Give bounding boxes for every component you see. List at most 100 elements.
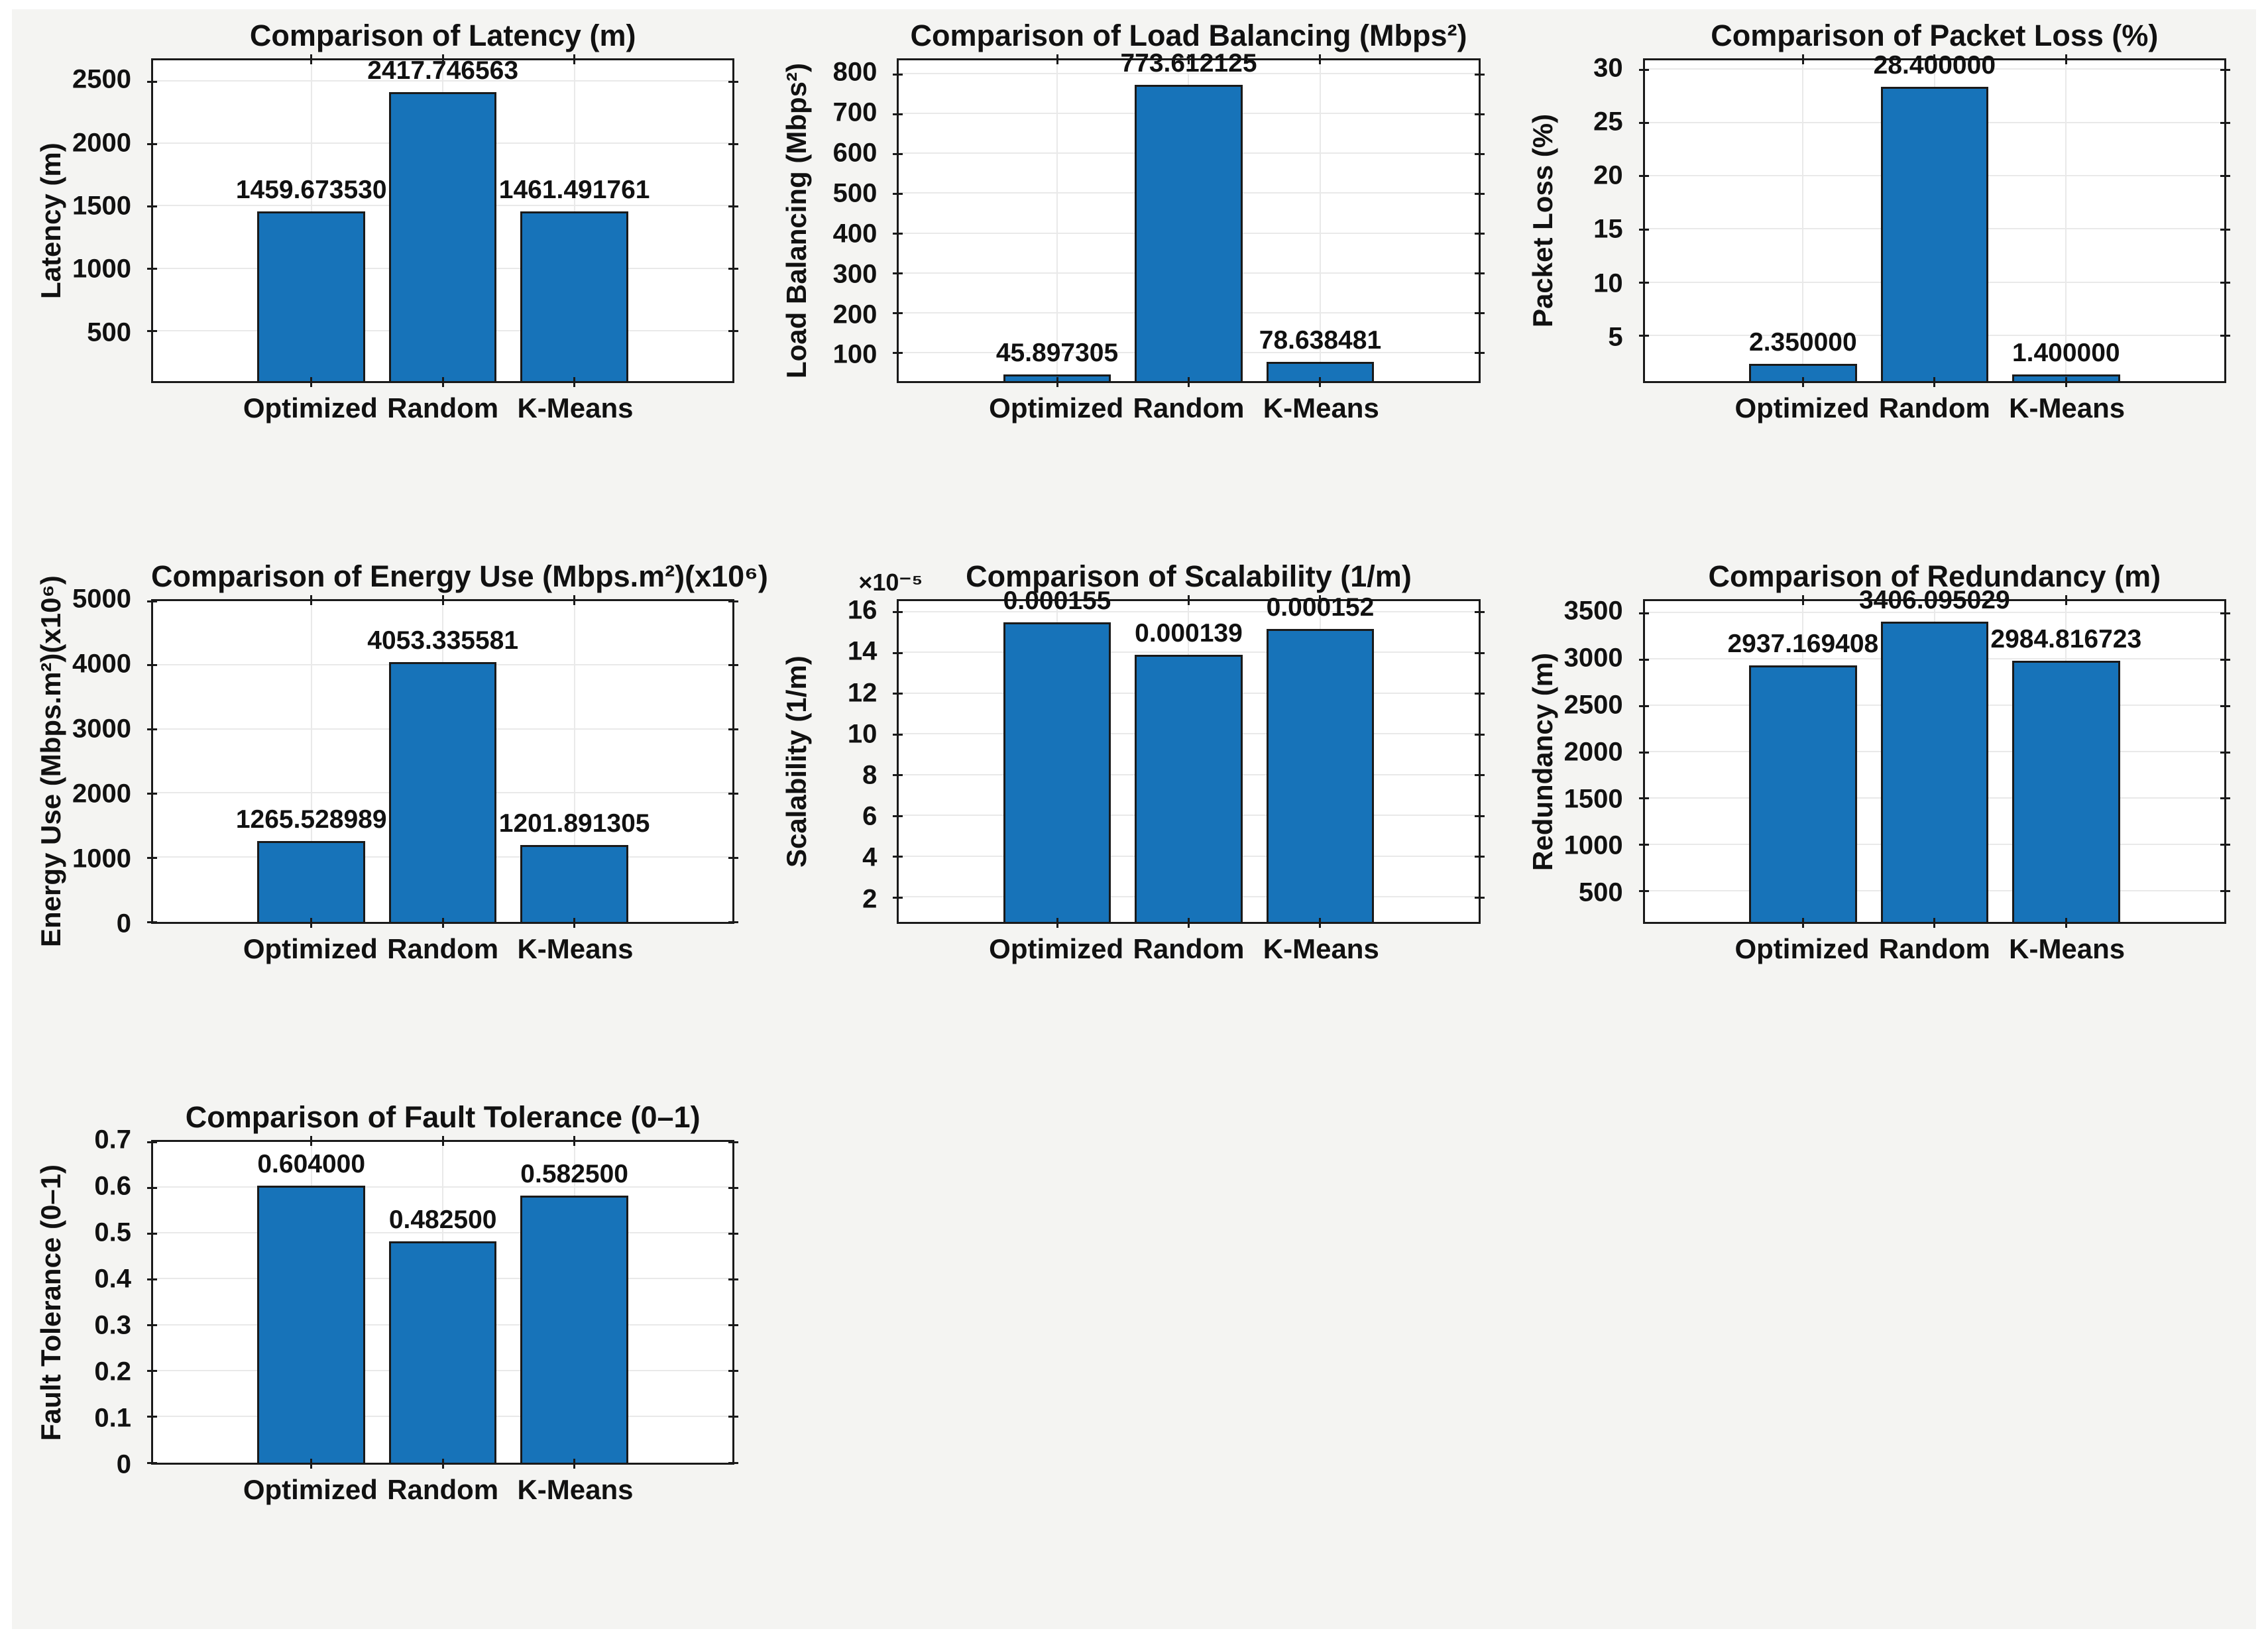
y-tick-mark (1638, 335, 1649, 337)
y-tick-label: 10 (847, 719, 878, 749)
x-tick-mark (1056, 595, 1058, 605)
plot-area: 1265.528989 4053.335581 1201.891305 (147, 595, 739, 928)
y-tick-mark (2220, 890, 2230, 893)
x-tick-mark (573, 377, 576, 387)
y-tick-mark (1474, 733, 1485, 736)
y-tick-label: 3000 (72, 714, 131, 744)
y-tick-label: 1500 (1563, 784, 1623, 814)
bar-value-label: 2.350000 (1749, 328, 1857, 357)
y-tick-mark (893, 113, 903, 115)
y-tick-mark (1474, 152, 1485, 155)
y-tick-mark (147, 856, 157, 859)
chart-load-balancing: Comparison of Load Balancing (Mbps²) Loa… (771, 12, 1497, 541)
y-tick-label: 600 (832, 138, 878, 168)
y-tick-label: 1000 (72, 844, 131, 874)
x-tick-mark (310, 1136, 313, 1146)
y-tick-label: 500 (87, 317, 131, 347)
y-tick-label: 2500 (1563, 690, 1623, 720)
y-tick-mark (147, 330, 157, 333)
y-tick-mark (2220, 705, 2230, 707)
x-tick-label: Random (387, 392, 499, 423)
bar-random (388, 1241, 497, 1463)
plot-area: 0.000155 0.000139 0.000152 (893, 587, 1485, 928)
x-gridline (2065, 60, 2067, 381)
y-tick-label: 0.6 (94, 1171, 131, 1201)
y-tick-mark (728, 856, 739, 859)
y-tick-mark (147, 1232, 157, 1235)
y-tick-mark (147, 80, 157, 83)
y-tick-label: 200 (832, 300, 878, 329)
bar-optimized (257, 1186, 365, 1463)
y-tick-mark (1638, 658, 1649, 661)
y-tick-mark (147, 1324, 157, 1327)
x-tick-label: Optimized (1734, 392, 1870, 423)
chart-title: Comparison of Scalability (1/m) (966, 559, 1412, 593)
y-tick-mark (1638, 705, 1649, 707)
x-tick-mark (1187, 595, 1190, 605)
x-tick-label: Random (1878, 392, 1990, 423)
x-tick-mark (1187, 54, 1190, 64)
x-tick-mark (310, 1459, 313, 1469)
y-tick-mark (1638, 228, 1649, 231)
y-tick-label: 700 (832, 97, 878, 127)
bar-random (1880, 87, 1989, 381)
x-tick-label: Random (387, 933, 499, 964)
bar-k-means (520, 1196, 628, 1463)
x-tick-label: Random (1133, 933, 1245, 964)
x-tick-mark (1319, 595, 1322, 605)
x-tick-label: Random (387, 1474, 499, 1505)
chart-latency: Comparison of Latency (m) Latency (m) 50… (25, 12, 751, 541)
y-tick-label: 300 (832, 259, 878, 289)
y-tick-label: 0.1 (94, 1403, 131, 1433)
x-tick-label: K-Means (1263, 392, 1379, 423)
y-tick-label: 14 (847, 636, 878, 666)
x-tick-label: Random (1133, 392, 1245, 423)
bar-optimized (257, 211, 365, 381)
x-tick-label: K-Means (517, 1474, 634, 1505)
bar-value-label: 0.582500 (520, 1160, 628, 1189)
y-tick-mark (2220, 751, 2230, 754)
x-tick-label: Optimized (243, 1474, 378, 1505)
y-tick-mark (728, 1416, 739, 1418)
y-tick-mark (2220, 658, 2230, 661)
y-tick-label: 1500 (72, 191, 131, 221)
chart-energy-use: Comparison of Energy Use (Mbps.m²)(x10⁶)… (25, 553, 768, 1082)
y-tick-mark (728, 600, 739, 602)
y-axis-tick-labels: 0 0.1 0.2 0.3 0.4 0.5 0.6 0.7 (25, 1125, 142, 1479)
y-tick-mark (893, 733, 903, 736)
x-tick-mark (310, 595, 313, 605)
x-tick-mark (1056, 918, 1058, 928)
x-axis-tick-labels: Optimized Random K-Means (151, 386, 734, 425)
y-tick-mark (147, 268, 157, 270)
charts-grid: Comparison of Latency (m) Latency (m) 50… (25, 12, 2243, 1622)
y-tick-mark (728, 1461, 739, 1464)
bar-k-means (1266, 628, 1375, 922)
x-tick-mark (1801, 54, 1804, 64)
y-tick-mark (147, 921, 157, 923)
bar-value-label: 0.604000 (257, 1150, 366, 1179)
figure-canvas: Comparison of Latency (m) Latency (m) 50… (12, 9, 2256, 1629)
y-tick-mark (728, 1278, 739, 1280)
y-tick-label: 2000 (1563, 737, 1623, 767)
y-tick-mark (728, 1141, 739, 1143)
y-tick-mark (2220, 228, 2230, 231)
x-tick-mark (441, 377, 444, 387)
y-tick-mark (1474, 896, 1485, 899)
bar-value-label: 0.000139 (1135, 619, 1243, 648)
y-tick-label: 500 (832, 178, 878, 208)
y-tick-label: 4 (862, 842, 878, 872)
x-tick-mark (441, 595, 444, 605)
x-axis-tick-labels: Optimized Random K-Means (151, 927, 734, 966)
y-tick-label: 500 (1578, 877, 1623, 907)
chart-fault-tolerance: Comparison of Fault Tolerance (0–1) Faul… (25, 1094, 751, 1622)
y-tick-mark (893, 774, 903, 777)
x-tick-mark (2065, 377, 2067, 387)
y-tick-mark (728, 664, 739, 667)
y-tick-mark (728, 80, 739, 83)
x-tick-mark (1933, 54, 1936, 64)
y-tick-mark (147, 1416, 157, 1418)
bar-random (388, 661, 497, 922)
chart-title: Comparison of Redundancy (m) (1708, 559, 2161, 593)
x-tick-mark (1319, 918, 1322, 928)
y-tick-mark (1474, 73, 1485, 76)
